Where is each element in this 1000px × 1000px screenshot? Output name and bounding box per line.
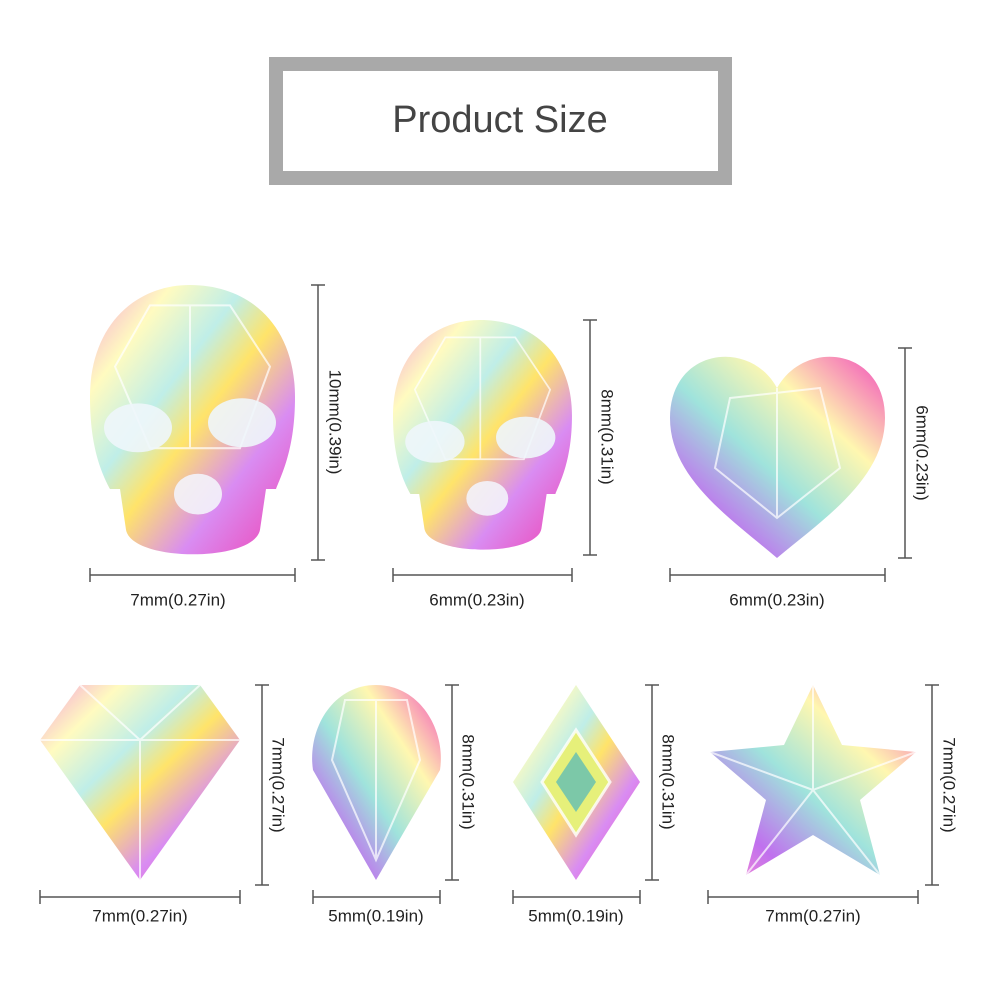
height-label: 6mm(0.23in) bbox=[913, 405, 932, 500]
height-label: 8mm(0.31in) bbox=[659, 734, 678, 829]
diamond-crystal bbox=[40, 684, 240, 880]
width-label: 5mm(0.19in) bbox=[528, 906, 623, 925]
width-label: 6mm(0.23in) bbox=[729, 590, 824, 609]
title: Product Size bbox=[392, 99, 607, 141]
height-label: 8mm(0.31in) bbox=[598, 389, 617, 484]
skull-crystal bbox=[393, 320, 572, 550]
rhombus-crystal bbox=[513, 685, 640, 880]
title-box bbox=[269, 57, 732, 185]
width-label: 6mm(0.23in) bbox=[429, 590, 524, 609]
star-crystal bbox=[709, 685, 917, 876]
height-label: 8mm(0.31in) bbox=[459, 734, 478, 829]
skull-crystal bbox=[90, 285, 295, 555]
height-label: 7mm(0.27in) bbox=[269, 737, 288, 832]
heart-crystal bbox=[670, 356, 885, 558]
height-label: 7mm(0.27in) bbox=[940, 737, 959, 832]
width-label: 7mm(0.27in) bbox=[765, 906, 860, 925]
width-label: 7mm(0.27in) bbox=[130, 590, 225, 609]
width-label: 5mm(0.19in) bbox=[328, 906, 423, 925]
drop-crystal bbox=[312, 685, 441, 880]
width-label: 7mm(0.27in) bbox=[92, 906, 187, 925]
height-label: 10mm(0.39in) bbox=[326, 370, 345, 475]
